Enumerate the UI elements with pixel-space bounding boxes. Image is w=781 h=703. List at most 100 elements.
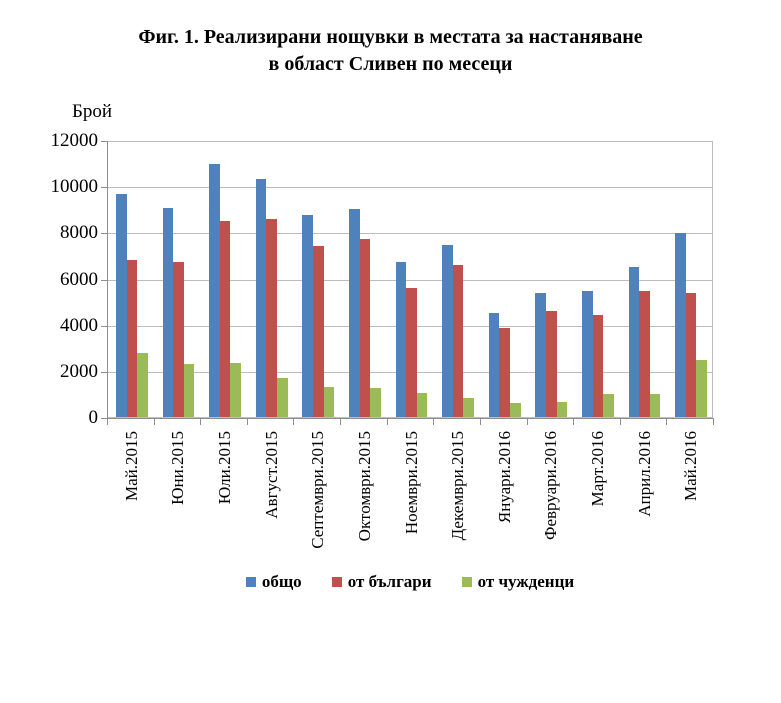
x-tick xyxy=(107,419,108,425)
legend-item-общо: общо xyxy=(245,572,302,592)
y-tick-12000 xyxy=(101,141,107,142)
x-axis-label: Февруари.2016 xyxy=(541,431,561,540)
bar-общо-Януари.2016 xyxy=(488,312,500,418)
x-axis-label: Ноември.2015 xyxy=(401,431,421,535)
y-tick-0 xyxy=(101,418,107,419)
x-axis-line xyxy=(107,418,714,419)
x-tick xyxy=(154,419,155,425)
y-tick-6000 xyxy=(101,280,107,281)
bar-от чужденци-Март.2016 xyxy=(603,393,614,418)
x-axis-label: Октомври.2015 xyxy=(354,431,374,542)
bar-от българи-Юни.2015 xyxy=(173,262,184,418)
x-tick xyxy=(387,419,388,425)
x-axis-label: Май.2016 xyxy=(681,431,701,502)
y-axis-title: Брой xyxy=(72,101,113,122)
y-tick-4000 xyxy=(101,326,107,327)
x-tick xyxy=(573,419,574,425)
figure-title-line2: в област Сливен по месеци xyxy=(268,53,513,75)
bar-от чужденци-Февруари.2016 xyxy=(556,401,568,418)
x-tick xyxy=(713,419,714,425)
y-axis-label: 6000 xyxy=(60,269,98,290)
x-axis-label: Септември.2015 xyxy=(308,431,328,549)
bar-общо-Ноември.2015 xyxy=(395,262,407,418)
legend: общо от българи от чужденци xyxy=(107,571,713,593)
gridline-6000 xyxy=(107,279,713,281)
bar-от чужденци-Април.2016 xyxy=(649,393,661,418)
bar-от българи-Септември.2015 xyxy=(312,246,324,418)
bar-общо-Юни.2015 xyxy=(162,207,174,418)
legend-label: от чужденци xyxy=(477,572,575,591)
plot-area xyxy=(107,141,713,418)
gridline-12000 xyxy=(107,141,713,142)
bar-от чужденци-Юли.2015 xyxy=(230,362,241,418)
x-axis-label: Август.2015 xyxy=(261,431,281,519)
gridline-10000 xyxy=(107,187,713,189)
bar-общо-Октомври.2015 xyxy=(348,209,360,418)
y-tick-2000 xyxy=(101,372,107,373)
bar-общо-Май.2015 xyxy=(115,194,127,418)
bar-от българи-Декември.2015 xyxy=(452,264,464,418)
gridline-8000 xyxy=(107,233,713,235)
bar-общо-Юли.2015 xyxy=(209,164,220,418)
x-axis-label: Април.2016 xyxy=(634,431,654,517)
figure-title-line1: Фиг. 1. Реализирани нощувки в местата за… xyxy=(138,26,643,48)
bar-от чужденци-Юни.2015 xyxy=(183,363,195,418)
y-axis-label: 8000 xyxy=(60,222,98,243)
x-axis-label: Януари.2016 xyxy=(494,431,514,524)
x-axis-label: Март.2016 xyxy=(587,431,607,507)
bar-от българи-Април.2016 xyxy=(639,291,650,418)
x-tick xyxy=(666,419,667,425)
legend-swatch-от чужденци xyxy=(461,577,472,587)
bar-общо-Април.2016 xyxy=(628,266,640,418)
x-tick xyxy=(433,419,434,425)
y-axis-label: 12000 xyxy=(50,130,99,151)
bar-от чужденци-Май.2016 xyxy=(696,360,708,418)
bar-от българи-Октомври.2015 xyxy=(359,239,371,418)
bar-общо-Август.2015 xyxy=(255,179,267,418)
legend-item-от българи: от българи xyxy=(331,572,432,592)
x-axis-label: Юни.2015 xyxy=(168,431,188,505)
x-tick xyxy=(480,419,481,425)
legend-swatch-от българи xyxy=(331,577,342,587)
bar-от българи-Март.2016 xyxy=(592,315,604,418)
x-tick xyxy=(340,419,341,425)
y-axis-line xyxy=(107,141,108,419)
x-tick xyxy=(527,419,528,425)
bar-общо-Септември.2015 xyxy=(302,214,313,418)
y-axis-label: 10000 xyxy=(50,176,99,197)
x-tick xyxy=(247,419,248,425)
bar-общо-Май.2016 xyxy=(675,233,686,418)
bar-от българи-Май.2015 xyxy=(126,259,138,418)
bar-от чужденци-Ноември.2015 xyxy=(416,392,428,418)
x-axis-label: Май.2015 xyxy=(121,431,141,502)
y-tick-8000 xyxy=(101,233,107,234)
x-tick xyxy=(620,419,621,425)
legend-item-от чужденци: от чужденци xyxy=(461,572,575,592)
bar-общо-Декември.2015 xyxy=(442,244,453,418)
legend-label: общо xyxy=(261,572,302,591)
legend-swatch-общо xyxy=(245,577,256,587)
bar-от чужденци-Октомври.2015 xyxy=(370,388,381,418)
x-axis-label: Юли.2015 xyxy=(215,431,235,505)
legend-label: от българи xyxy=(347,572,432,591)
y-axis-label: 2000 xyxy=(60,361,98,382)
x-tick xyxy=(293,419,294,425)
bar-общо-Февруари.2016 xyxy=(535,293,547,418)
x-tick xyxy=(200,419,201,425)
bar-от българи-Май.2016 xyxy=(685,293,697,418)
bar-общо-Март.2016 xyxy=(582,291,593,418)
bar-от българи-Юли.2015 xyxy=(219,220,231,418)
bar-от българи-Ноември.2015 xyxy=(406,287,417,418)
y-tick-10000 xyxy=(101,187,107,188)
bar-от българи-Февруари.2016 xyxy=(546,310,557,418)
bar-от чужденци-Декември.2015 xyxy=(463,398,474,418)
bar-от българи-Януари.2016 xyxy=(499,327,511,418)
figure-title: Фиг. 1. Реализирани нощувки в местата за… xyxy=(0,24,781,78)
x-axis-label: Декември.2015 xyxy=(448,431,468,541)
y-axis-label: 4000 xyxy=(60,315,98,336)
y-axis-label: 0 xyxy=(88,407,99,428)
bar-от чужденци-Януари.2016 xyxy=(510,403,521,418)
bar-от чужденци-Май.2015 xyxy=(137,353,148,418)
bar-от чужденци-Септември.2015 xyxy=(323,386,335,418)
